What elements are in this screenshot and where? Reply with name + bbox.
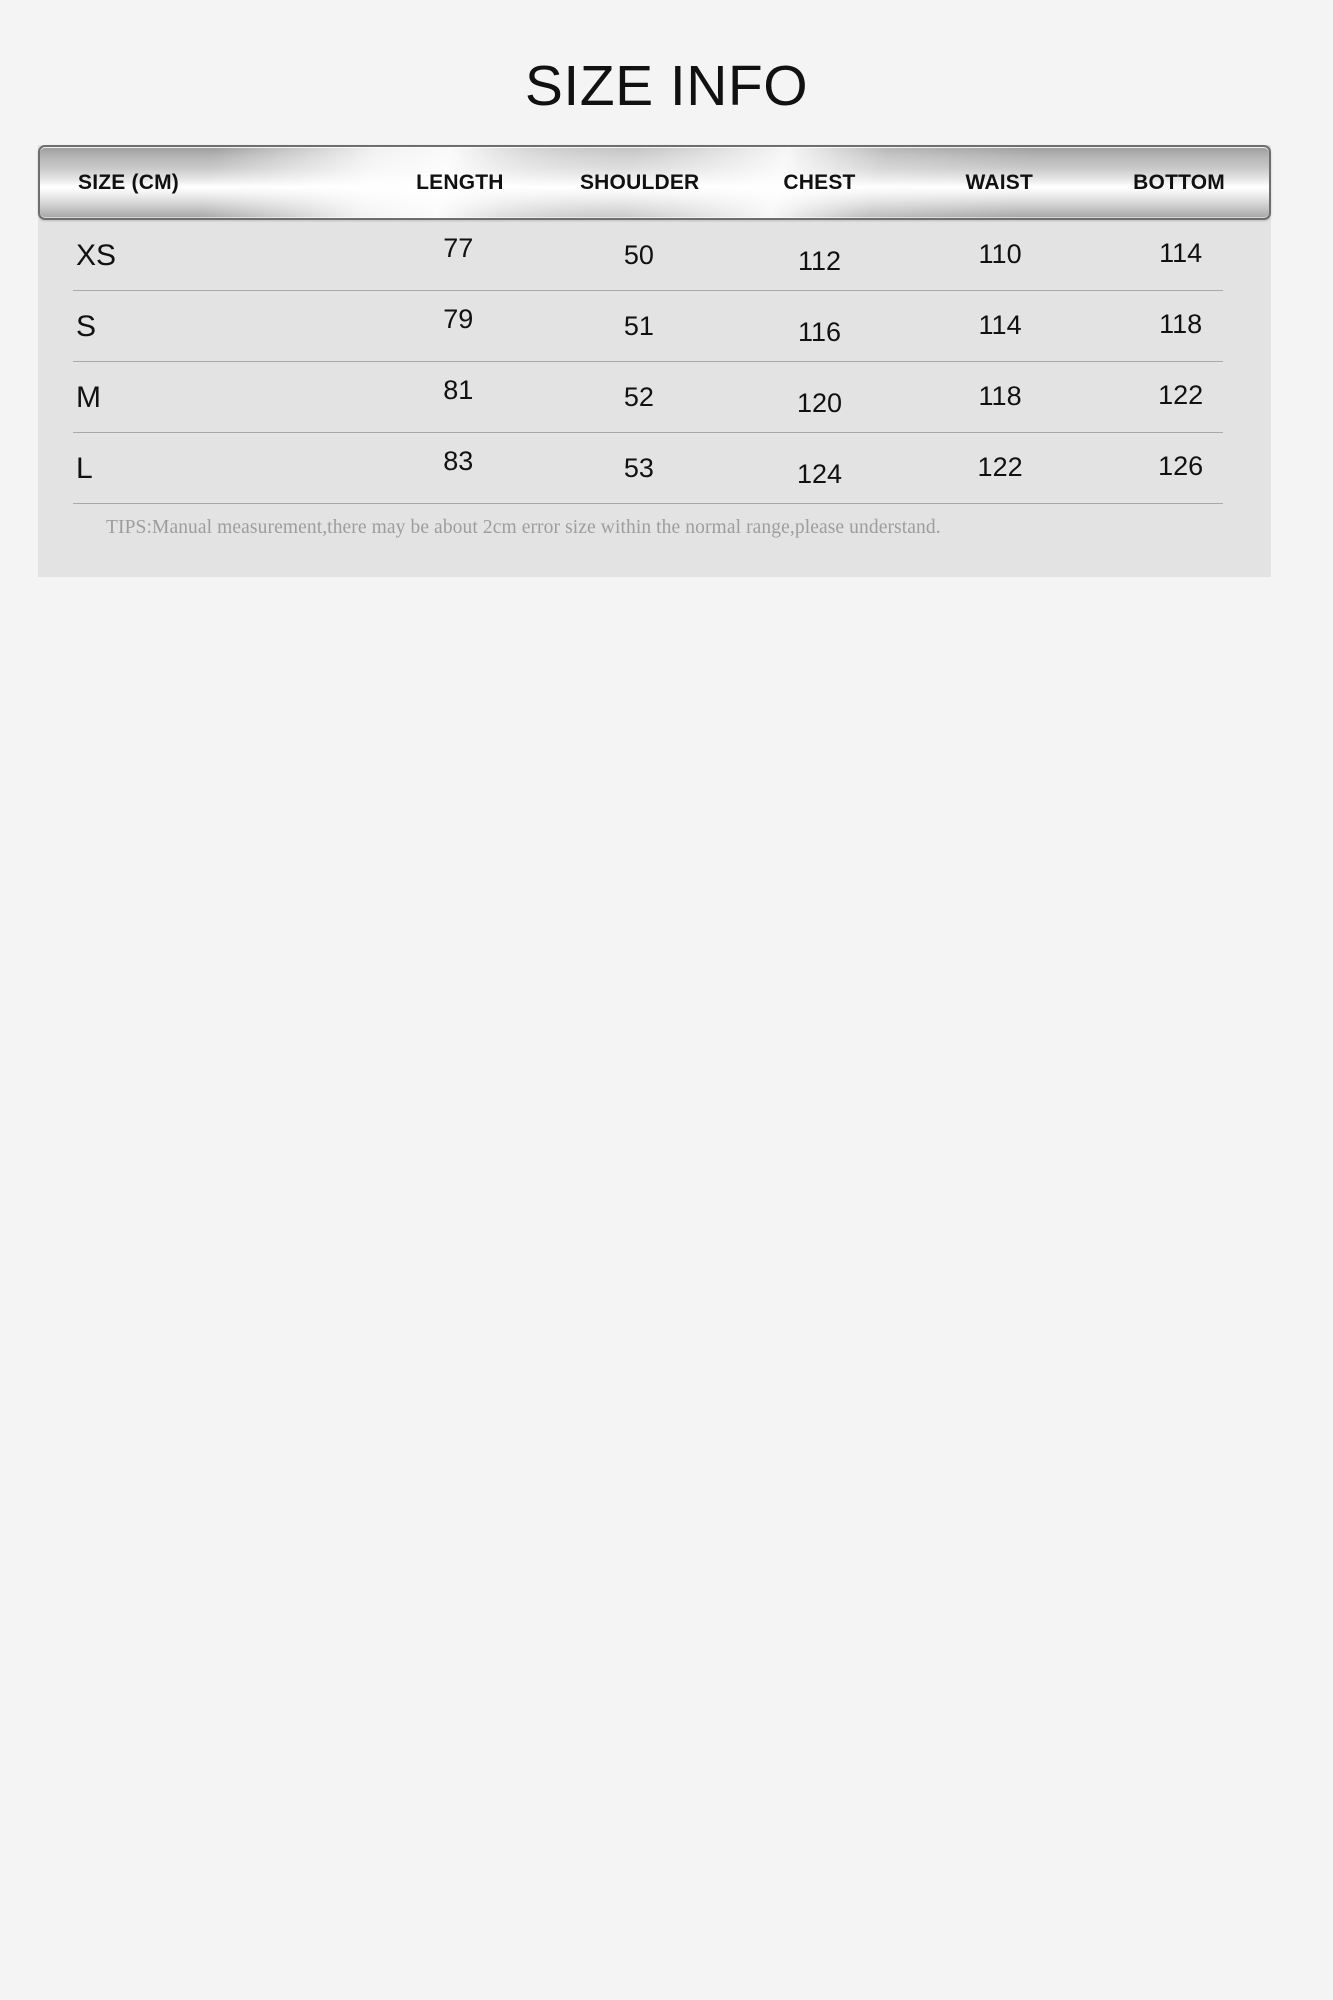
size-table-panel: SIZE (CM) LENGTH SHOULDER CHEST WAIST BO…: [38, 145, 1271, 577]
column-header-shoulder: SHOULDER: [579, 170, 700, 194]
row-separator: [73, 361, 1223, 362]
column-header-waist: WAIST: [965, 170, 1034, 194]
cell-bottom: 118: [1159, 309, 1203, 339]
table-row: S 79 51 116 114 118: [38, 291, 1271, 362]
cell-chest: 112: [797, 246, 841, 276]
cell-bottom: 114: [1159, 238, 1203, 268]
cell-chest: 124: [796, 459, 843, 489]
table-row: XS 77 50 112 110 114: [38, 220, 1271, 291]
row-separator: [73, 290, 1223, 291]
cell-size: L: [76, 451, 93, 485]
measurement-tips-note: TIPS:Manual measurement,there may be abo…: [106, 517, 941, 538]
cell-chest: 116: [797, 317, 841, 347]
page-title: SIZE INFO: [524, 54, 809, 118]
cell-bottom: 126: [1158, 451, 1204, 481]
column-header-length: LENGTH: [416, 170, 504, 194]
cell-shoulder: 53: [623, 453, 654, 483]
cell-length: 83: [443, 446, 474, 476]
column-header-bottom: BOTTOM: [1133, 170, 1225, 194]
table-header-row: SIZE (CM) LENGTH SHOULDER CHEST WAIST BO…: [40, 147, 1269, 218]
table-row: M 81 52 120 118 122: [38, 362, 1271, 433]
cell-waist: 122: [977, 452, 1023, 482]
cell-length: 77: [443, 233, 474, 263]
cell-size: S: [76, 309, 97, 343]
cell-size: M: [76, 380, 101, 414]
column-header-chest: CHEST: [783, 170, 856, 194]
cell-waist: 118: [978, 381, 1022, 411]
table-body: XS 77 50 112 110 114 S 79 51 116 114 118…: [38, 220, 1271, 504]
row-separator: [73, 503, 1223, 504]
table-row: L 83 53 124 122 126: [38, 433, 1271, 504]
column-header-size: SIZE (CM): [78, 170, 179, 194]
cell-waist: 110: [978, 239, 1022, 269]
cell-shoulder: 50: [623, 240, 654, 270]
cell-chest: 120: [796, 388, 843, 418]
row-separator: [73, 432, 1223, 433]
cell-waist: 114: [978, 310, 1022, 340]
table-header-bar: SIZE (CM) LENGTH SHOULDER CHEST WAIST BO…: [38, 145, 1271, 220]
cell-length: 81: [443, 375, 474, 405]
cell-shoulder: 51: [623, 311, 654, 341]
cell-length: 79: [443, 304, 474, 334]
cell-shoulder: 52: [623, 382, 654, 412]
cell-size: XS: [76, 238, 117, 272]
cell-bottom: 122: [1158, 380, 1204, 410]
